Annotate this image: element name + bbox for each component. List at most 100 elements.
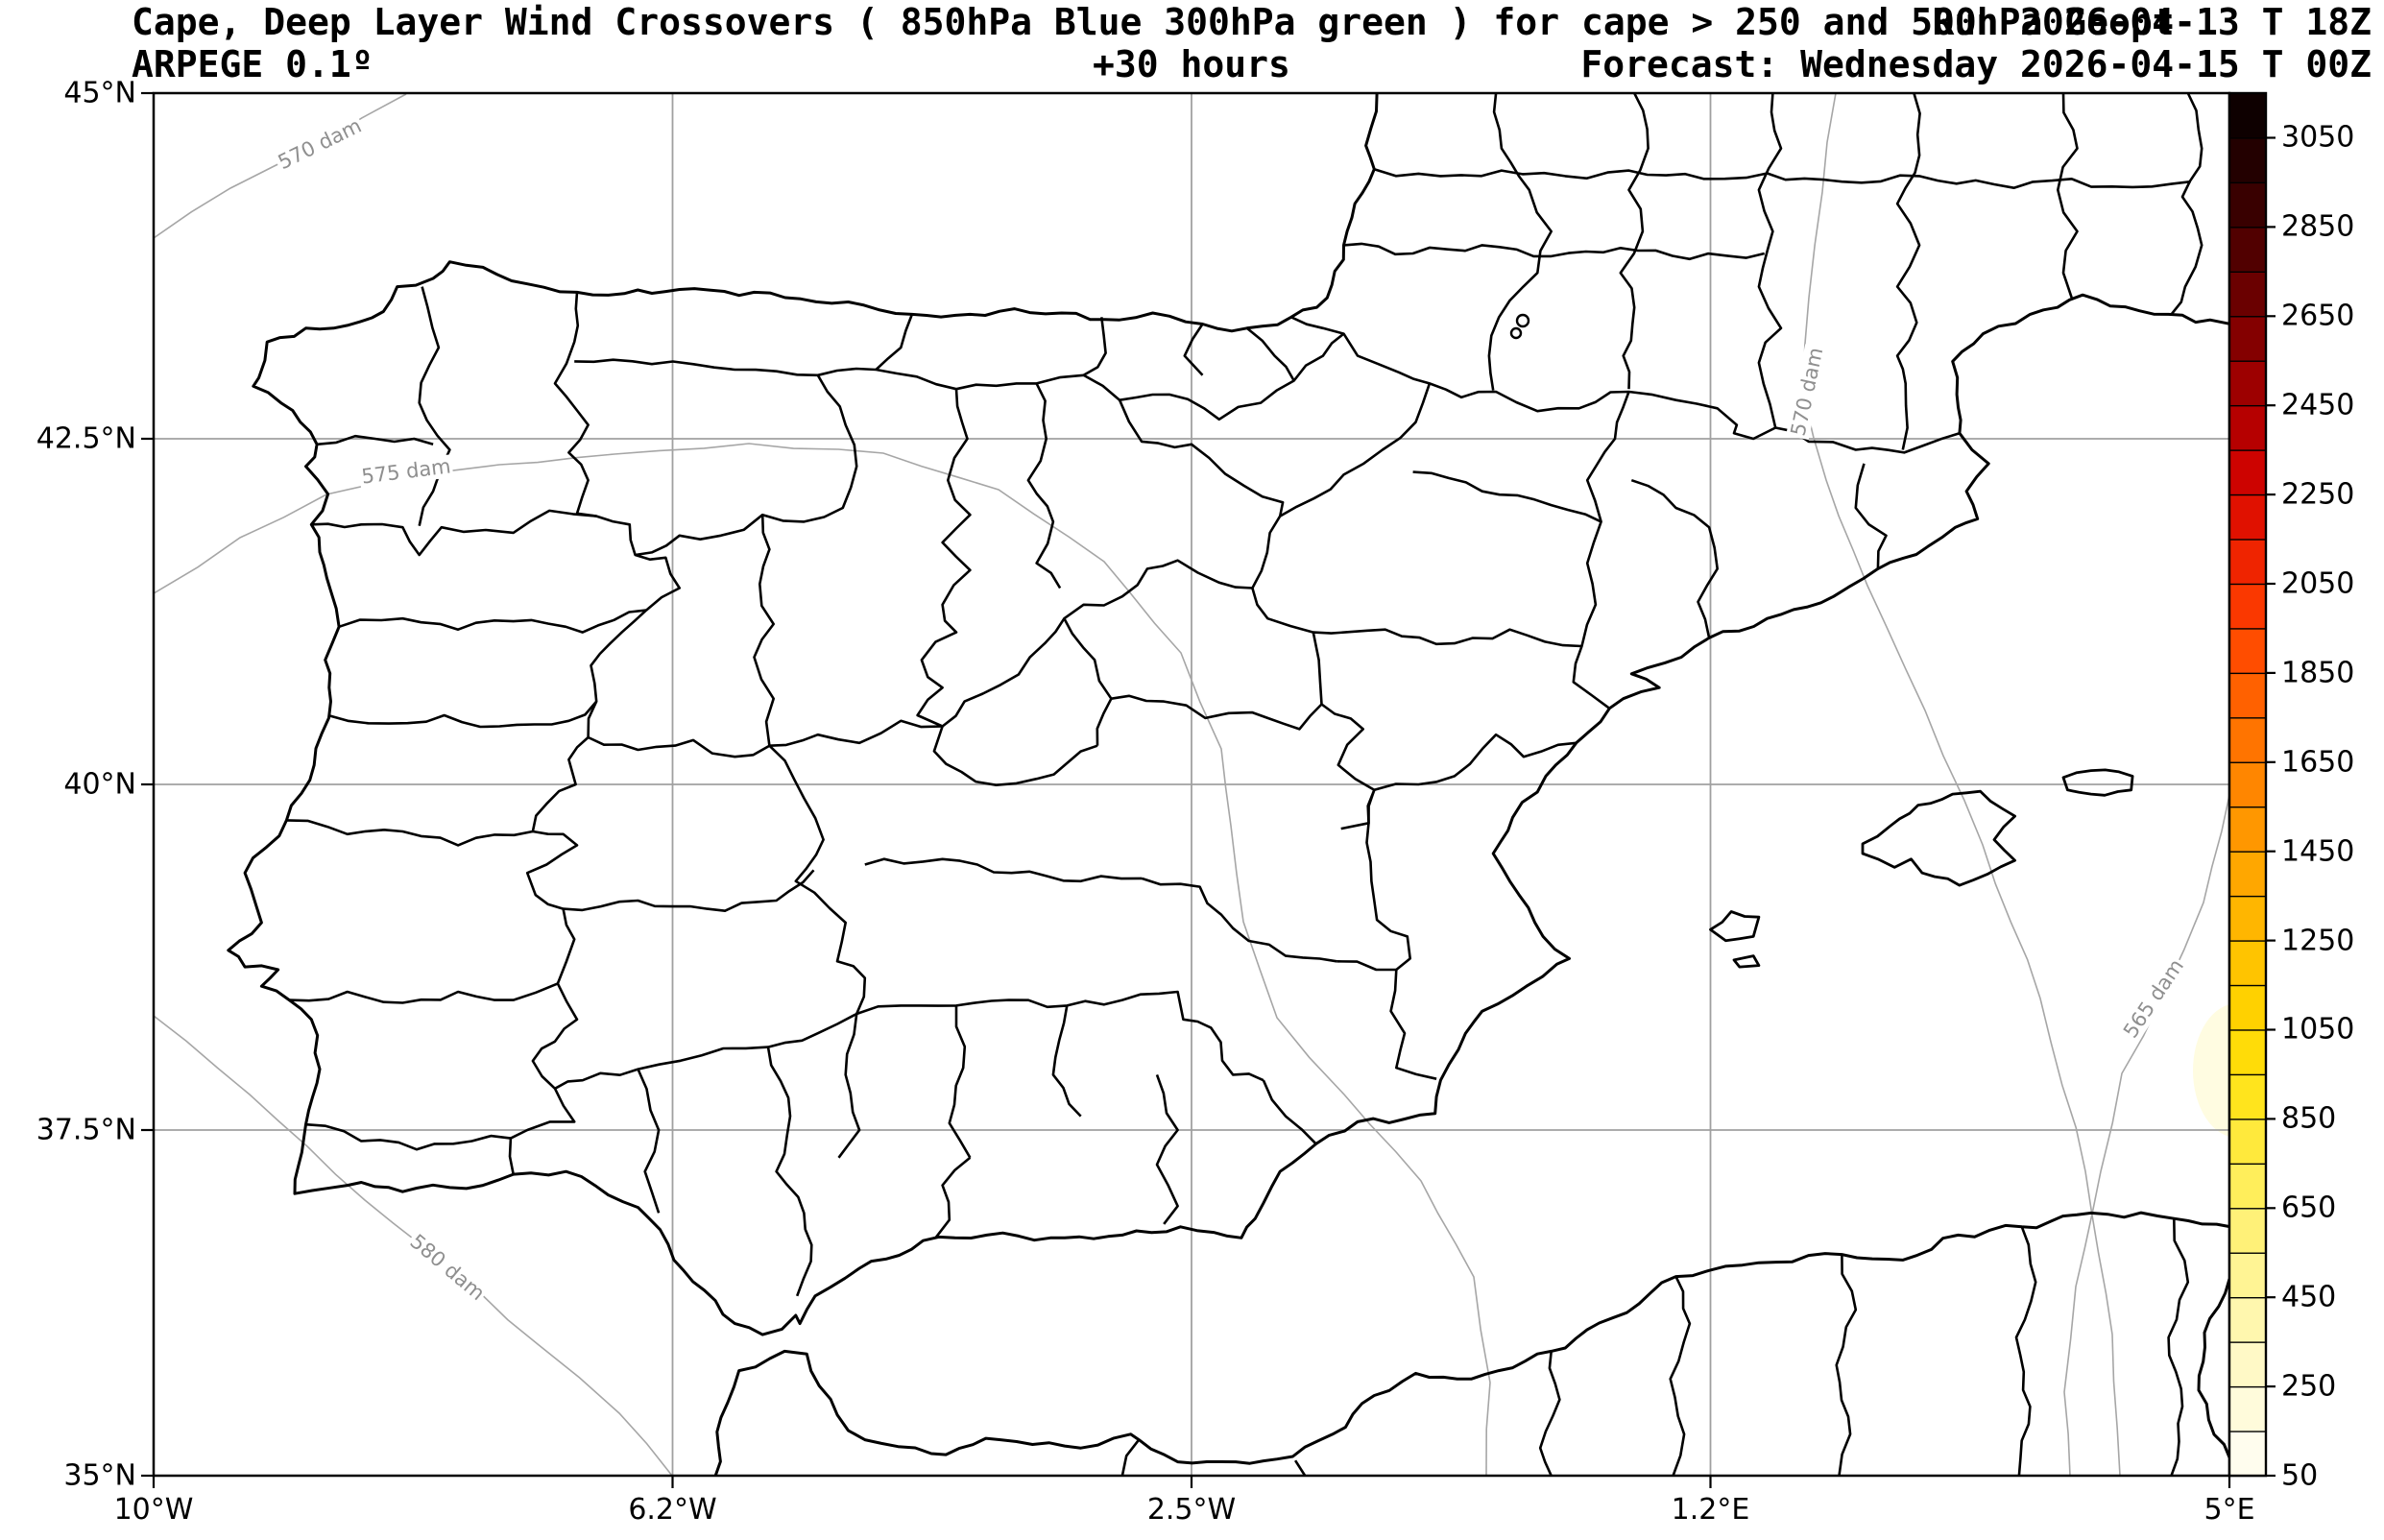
- admin-boundary: [1854, 463, 1888, 569]
- admin-boundary: [934, 1156, 972, 1239]
- admin-boundary: [932, 726, 1098, 786]
- admin-boundary: [338, 609, 647, 634]
- admin-boundary: [766, 1047, 813, 1297]
- admin-boundary: [1290, 316, 1961, 454]
- colorbar-segment: [2228, 271, 2267, 318]
- colorbar-segment: [2228, 1340, 2267, 1388]
- admin-boundary: [418, 286, 451, 526]
- colorbar-tick-label: 1650: [2281, 745, 2355, 780]
- cape-region-blob: [2193, 1004, 2229, 1137]
- run-timestamp: Run 2026-04-13 T 18Z: [1932, 1, 2372, 43]
- admin-boundary: [553, 292, 597, 517]
- admin-boundary: [1118, 399, 1285, 517]
- x-tick-label: 10°W: [113, 1493, 194, 1527]
- admin-boundary: [1757, 93, 1783, 428]
- island: [1861, 789, 2016, 887]
- admin-boundary: [1412, 470, 1602, 523]
- admin-boundary: [916, 389, 972, 728]
- admin-boundary: [769, 515, 1282, 747]
- x-tick-label: 1.2°E: [1671, 1493, 1750, 1527]
- colorbar-segment: [2228, 1073, 2267, 1120]
- admin-boundary: [948, 1005, 972, 1159]
- admin-boundary: [837, 1013, 861, 1159]
- admin-boundary: [1051, 1005, 1082, 1118]
- admin-boundary: [2170, 93, 2203, 316]
- admin-boundary: [1373, 167, 2191, 189]
- colorbar-tick-label: 450: [2281, 1280, 2337, 1314]
- admin-boundary: [637, 1069, 661, 1214]
- admin-boundary: [1669, 1276, 1692, 1476]
- colorbar-segment: [2228, 1296, 2267, 1343]
- model-label: ARPEGE 0.1º: [132, 43, 373, 85]
- admin-boundary: [864, 857, 1143, 883]
- admin-boundary: [1063, 617, 1113, 746]
- admin-boundary: [563, 869, 815, 912]
- colorbar-segment: [2228, 538, 2267, 586]
- admin-boundary: [1619, 93, 1650, 390]
- colorbar-tick-label: 250: [2281, 1369, 2337, 1404]
- colorbar-segment: [2228, 806, 2267, 853]
- admin-boundary: [2167, 1218, 2190, 1476]
- y-tick-label: 35°N: [63, 1458, 136, 1493]
- colorbar-segment: [2228, 1028, 2267, 1076]
- colorbar-segment: [2228, 1385, 2267, 1432]
- admin-boundary: [2014, 1226, 2037, 1476]
- colorbar-segment: [2228, 360, 2267, 407]
- forecast-label: Forecast: Wednesday 2026-04-15 T 00Z: [1580, 43, 2372, 85]
- figure-title: Cape, Deep Layer Wind Crossovers ( 850hP…: [132, 1, 2175, 43]
- admin-boundary: [316, 434, 434, 446]
- admin-boundary: [1835, 1254, 1858, 1476]
- colorbar-tick-label: 1050: [2281, 1012, 2355, 1047]
- admin-boundary: [1120, 1438, 1141, 1476]
- admin-boundary: [1312, 628, 1582, 648]
- x-tick-label: 2.5°W: [1146, 1493, 1237, 1527]
- colorbar-segment: [2228, 672, 2267, 719]
- colorbar-segment: [2228, 1163, 2267, 1210]
- lake: [1515, 313, 1530, 328]
- admin-boundary: [1141, 877, 1337, 963]
- lake: [1509, 326, 1523, 340]
- admin-boundary: [753, 515, 775, 746]
- colorbar-tick-label: 2050: [2281, 566, 2355, 601]
- admin-boundary: [1895, 93, 1921, 450]
- colorbar-segment: [2228, 716, 2267, 763]
- colorbar-segment: [2228, 984, 2267, 1031]
- geopotential-contour: [154, 443, 1491, 1476]
- admin-boundary: [1251, 588, 1376, 830]
- admin-boundary: [1026, 382, 1062, 590]
- island: [1732, 954, 1761, 969]
- admin-boundary: [327, 700, 598, 729]
- colorbar-segment: [2228, 92, 2267, 139]
- y-tick-label: 37.5°N: [36, 1113, 136, 1147]
- admin-boundary: [875, 313, 914, 371]
- colorbar-tick-label: 2650: [2281, 299, 2355, 333]
- colorbar-segment: [2228, 448, 2267, 496]
- admin-boundary: [289, 982, 559, 1004]
- coastline-iberia-france: [227, 93, 2229, 1336]
- colorbar-segment: [2228, 1430, 2267, 1478]
- admin-boundary: [286, 819, 534, 847]
- coastline-africa: [713, 1211, 2229, 1476]
- colorbar-segment: [2228, 136, 2267, 184]
- colorbar-segment: [2228, 895, 2267, 942]
- admin-boundary: [554, 990, 1264, 1090]
- colorbar-tick-label: 1450: [2281, 834, 2355, 869]
- admin-boundary: [1245, 326, 1295, 382]
- admin-boundary: [1630, 478, 1719, 638]
- colorbar-tick-label: 1250: [2281, 924, 2355, 958]
- admin-boundary: [1294, 1459, 1307, 1476]
- island: [2061, 768, 2134, 797]
- geopotential-contour: [154, 1015, 673, 1476]
- colorbar-segment: [2228, 761, 2267, 808]
- admin-boundary: [1336, 960, 1437, 1080]
- colorbar-tick-label: 850: [2281, 1101, 2337, 1136]
- colorbar-segment: [2228, 583, 2267, 630]
- admin-boundary: [1572, 391, 1630, 710]
- admin-boundary: [1538, 1351, 1561, 1476]
- x-tick-label: 6.2°W: [628, 1493, 717, 1527]
- colorbar-tick-label: 2450: [2281, 388, 2355, 422]
- colorbar-tick-label: 50: [2281, 1458, 2319, 1493]
